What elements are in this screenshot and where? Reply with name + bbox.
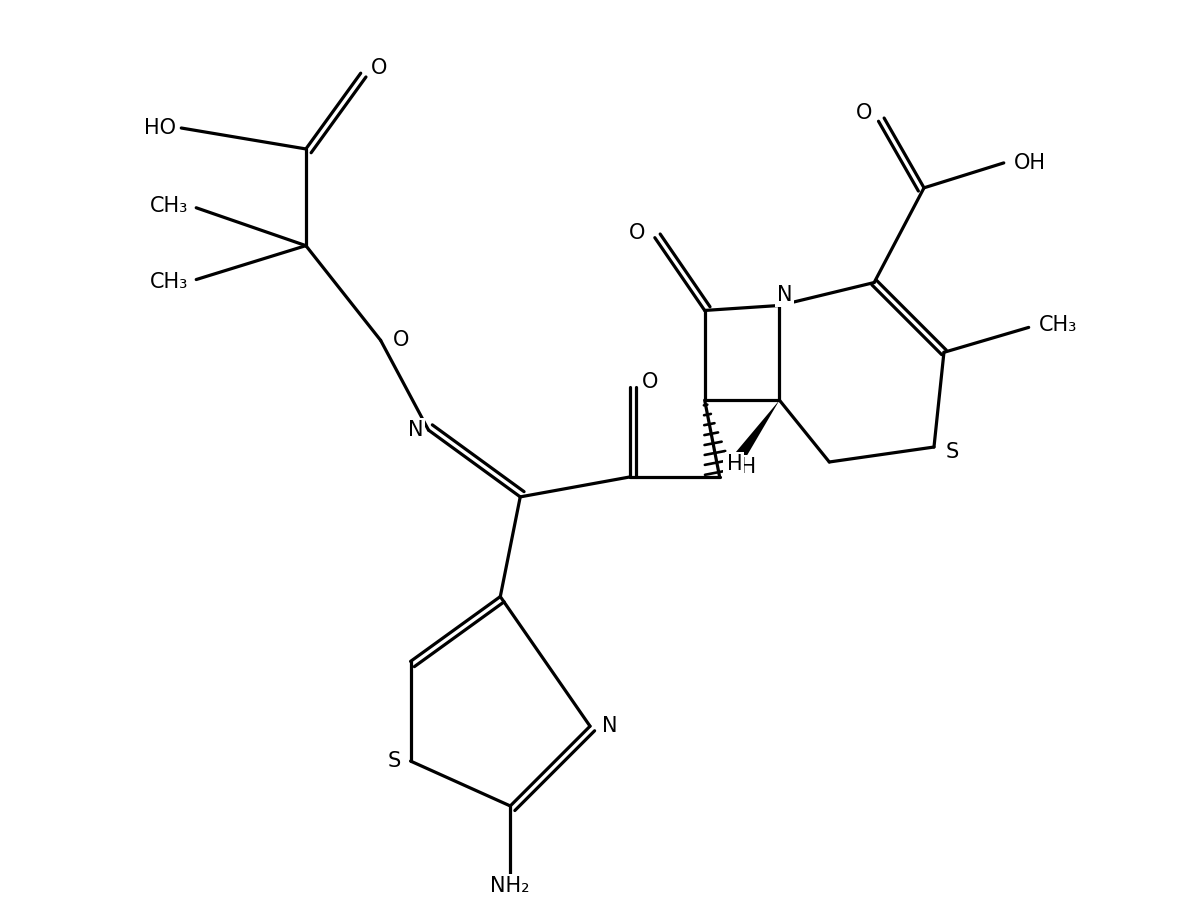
Text: O: O bbox=[856, 103, 872, 123]
Text: CH₃: CH₃ bbox=[150, 271, 188, 292]
Text: HO: HO bbox=[145, 118, 176, 138]
Text: N: N bbox=[776, 285, 792, 305]
Text: CH₃: CH₃ bbox=[1038, 315, 1078, 336]
Text: O: O bbox=[628, 223, 645, 243]
Text: N: N bbox=[408, 420, 423, 440]
Text: H: H bbox=[727, 454, 743, 474]
Text: O: O bbox=[392, 330, 409, 350]
Text: O: O bbox=[371, 58, 388, 78]
Text: S: S bbox=[946, 442, 959, 462]
Text: NH₂: NH₂ bbox=[490, 876, 530, 896]
Text: N: N bbox=[602, 716, 617, 736]
Text: CH₃: CH₃ bbox=[150, 195, 188, 215]
Polygon shape bbox=[726, 400, 780, 472]
Text: S: S bbox=[388, 751, 401, 771]
Text: NH: NH bbox=[725, 457, 756, 477]
Text: O: O bbox=[642, 372, 658, 392]
Text: OH: OH bbox=[1014, 153, 1045, 173]
